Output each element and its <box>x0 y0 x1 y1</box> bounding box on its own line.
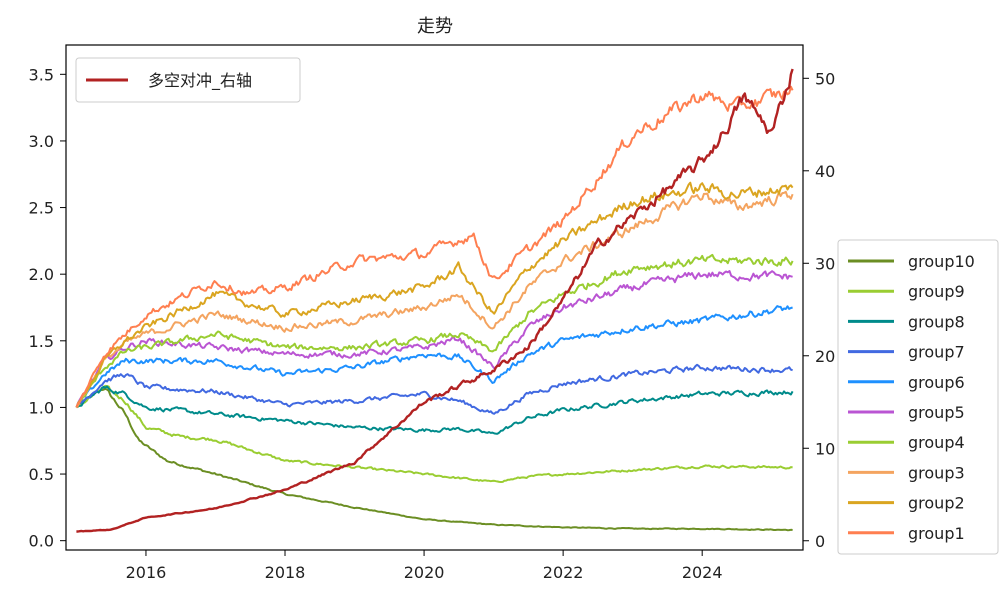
series-line-group9 <box>75 384 793 483</box>
series-layer <box>75 68 794 533</box>
legend-label-group8: group8 <box>908 312 965 331</box>
y-right-tick-label: 50 <box>815 69 835 88</box>
series-line-group8 <box>75 385 794 435</box>
legend-top-left-label: 多空对冲_右轴 <box>148 71 252 91</box>
y-left-tick-label: 3.5 <box>29 65 54 84</box>
y-left-tick-label: 0.5 <box>29 465 54 484</box>
x-tick-label: 2018 <box>265 563 306 582</box>
axes-layer: 2016 2018 2020 2022 2024 0.0 0.5 1.0 1.5 2.0 2.5 3.… <box>29 65 836 582</box>
series-line-group10 <box>75 387 793 532</box>
series-line-多空对冲_右轴 <box>76 68 794 533</box>
x-tick-label: 2016 <box>126 563 167 582</box>
y-left-tick-label: 1.5 <box>29 332 54 351</box>
legend-right-frame <box>837 239 999 555</box>
series-line-group1 <box>75 85 794 408</box>
legend-label-group5: group5 <box>908 403 965 422</box>
y-right-tick-label: 10 <box>815 439 835 458</box>
series-line-group6 <box>75 305 793 408</box>
series-line-group5 <box>75 270 793 408</box>
x-tick-label: 2020 <box>404 563 445 582</box>
x-tick-label: 2022 <box>543 563 584 582</box>
legend-label-group1: group1 <box>908 524 965 543</box>
legend-label-group6: group6 <box>908 373 965 392</box>
legend-right: group10 group9 group8 group7 group6 group5 gro… <box>837 239 999 555</box>
y-left-tick-label: 2.5 <box>29 199 54 218</box>
legend-top-left: 多空对冲_右轴 <box>75 57 301 103</box>
y-right-tick-label: 30 <box>815 254 835 273</box>
legend-label-group4: group4 <box>908 433 965 452</box>
y-left-tick-label: 0.0 <box>29 532 54 551</box>
series-line-group4 <box>75 253 794 409</box>
y-left-tick-label: 3.0 <box>29 132 54 151</box>
series-line-group2 <box>75 181 794 408</box>
series-line-group7 <box>75 363 793 415</box>
y-left-tick-label: 2.0 <box>29 265 54 284</box>
legend-label-group7: group7 <box>908 343 965 362</box>
x-tick-label: 2024 <box>682 563 723 582</box>
legend-label-group9: group9 <box>908 282 965 301</box>
y-left-tick-label: 1.0 <box>29 398 54 417</box>
legend-label-group10: group10 <box>908 252 975 271</box>
legend-label-group2: group2 <box>908 494 965 513</box>
legend-label-group3: group3 <box>908 463 965 482</box>
chart-title: 走势 <box>417 16 453 37</box>
plot-frame <box>65 44 804 551</box>
y-right-tick-label: 20 <box>815 347 835 366</box>
y-right-tick-label: 0 <box>815 532 825 551</box>
y-right-tick-label: 40 <box>815 162 835 181</box>
series-line-group3 <box>75 190 794 409</box>
